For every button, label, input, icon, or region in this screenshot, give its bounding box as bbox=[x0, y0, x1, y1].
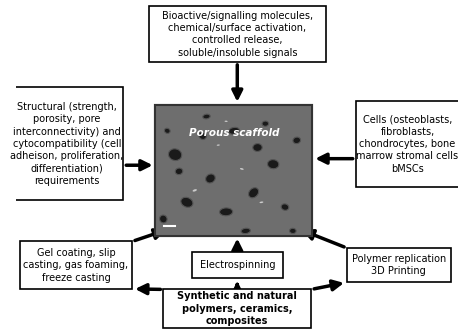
Ellipse shape bbox=[262, 121, 269, 126]
FancyBboxPatch shape bbox=[149, 6, 325, 62]
Text: Electrospinning: Electrospinning bbox=[199, 260, 275, 270]
Text: Porous scaffold: Porous scaffold bbox=[189, 128, 279, 138]
Ellipse shape bbox=[199, 132, 206, 139]
Ellipse shape bbox=[203, 114, 210, 119]
Ellipse shape bbox=[181, 197, 193, 207]
Text: Gel coating, slip
casting, gas foaming,
freeze casting: Gel coating, slip casting, gas foaming, … bbox=[23, 248, 129, 283]
Ellipse shape bbox=[228, 127, 239, 134]
Ellipse shape bbox=[241, 228, 250, 234]
FancyBboxPatch shape bbox=[11, 87, 123, 201]
FancyBboxPatch shape bbox=[20, 241, 132, 289]
Ellipse shape bbox=[281, 204, 289, 210]
Ellipse shape bbox=[217, 144, 220, 146]
Bar bbox=[156, 105, 312, 236]
Text: Cells (osteoblasts,
fibroblasts,
chondrocytes, bone
marrow stromal cells
bMSCs: Cells (osteoblasts, fibroblasts, chondro… bbox=[356, 114, 459, 174]
Ellipse shape bbox=[253, 143, 262, 151]
Ellipse shape bbox=[240, 168, 244, 170]
Ellipse shape bbox=[193, 189, 197, 192]
Ellipse shape bbox=[293, 137, 301, 144]
Ellipse shape bbox=[164, 128, 170, 133]
FancyBboxPatch shape bbox=[163, 290, 311, 328]
Ellipse shape bbox=[249, 188, 258, 198]
Ellipse shape bbox=[219, 208, 233, 216]
Ellipse shape bbox=[205, 174, 215, 183]
FancyBboxPatch shape bbox=[356, 101, 460, 187]
Bar bbox=[156, 105, 312, 236]
Bar bbox=[156, 105, 312, 236]
Ellipse shape bbox=[168, 149, 182, 160]
FancyBboxPatch shape bbox=[192, 252, 283, 278]
Ellipse shape bbox=[267, 160, 279, 169]
Text: Structural (strength,
porosity, pore
interconnectivity) and
cytocompatibility (c: Structural (strength, porosity, pore int… bbox=[10, 102, 124, 186]
Ellipse shape bbox=[259, 202, 264, 203]
Text: Polymer replication
3D Printing: Polymer replication 3D Printing bbox=[352, 254, 446, 276]
Text: Bioactive/signalling molecules,
chemical/surface activation,
controlled release,: Bioactive/signalling molecules, chemical… bbox=[162, 11, 313, 58]
Text: Synthetic and natural
polymers, ceramics,
composites: Synthetic and natural polymers, ceramics… bbox=[177, 291, 297, 326]
Ellipse shape bbox=[289, 228, 296, 233]
Ellipse shape bbox=[175, 168, 183, 175]
FancyBboxPatch shape bbox=[347, 248, 451, 283]
Ellipse shape bbox=[159, 215, 167, 223]
Ellipse shape bbox=[225, 121, 227, 122]
